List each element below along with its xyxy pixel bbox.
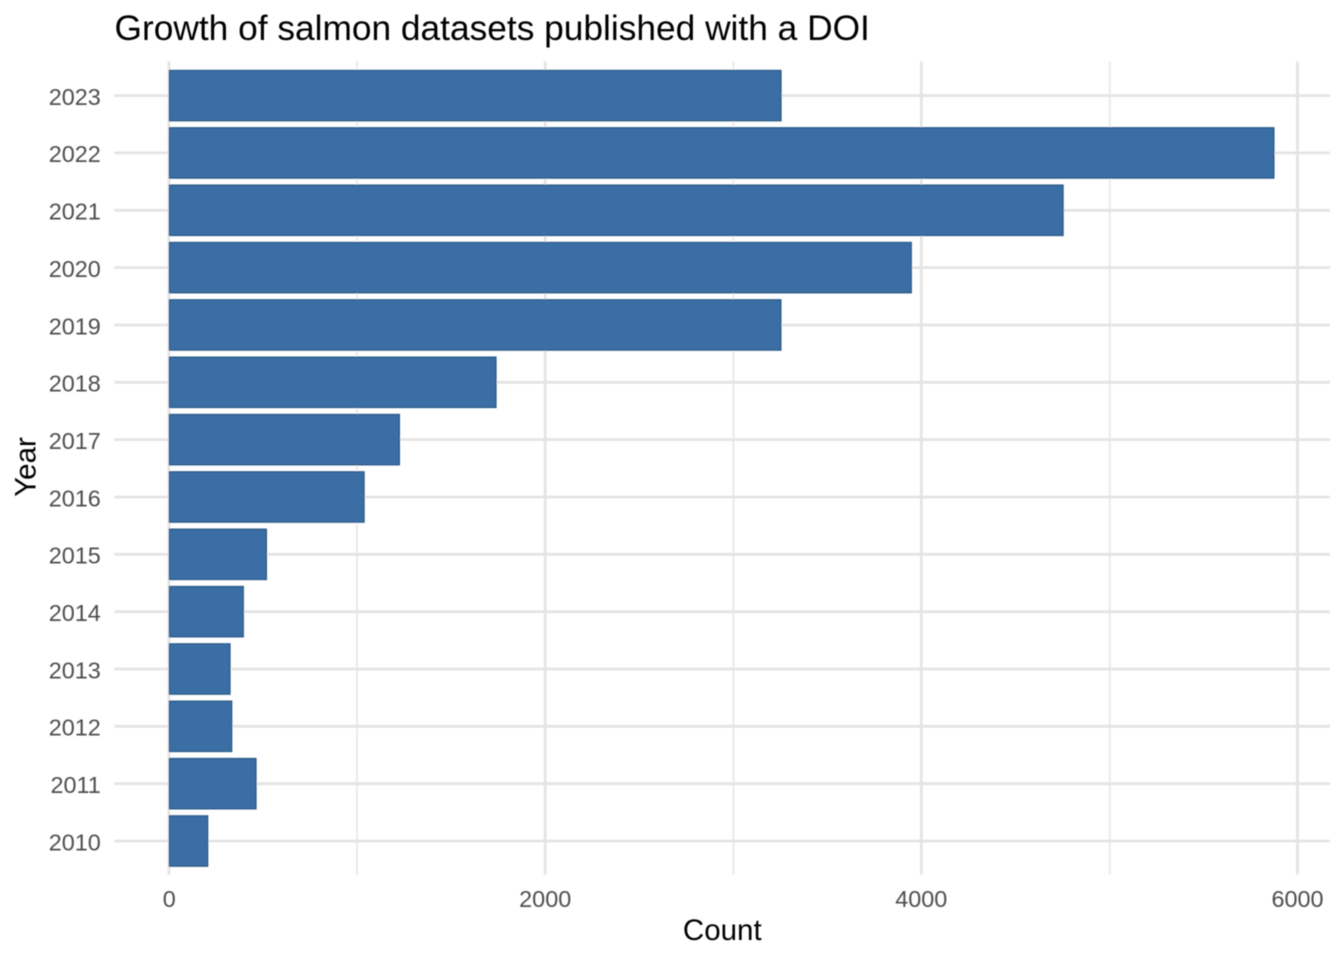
svg-text:2012: 2012 bbox=[49, 715, 101, 741]
svg-text:Year: Year bbox=[10, 437, 43, 497]
svg-text:2013: 2013 bbox=[49, 657, 101, 683]
svg-text:2018: 2018 bbox=[49, 371, 101, 397]
svg-text:2020: 2020 bbox=[49, 256, 101, 282]
svg-text:2010: 2010 bbox=[49, 829, 101, 855]
svg-text:2021: 2021 bbox=[49, 199, 101, 225]
svg-text:2011: 2011 bbox=[50, 772, 100, 798]
svg-text:2016: 2016 bbox=[49, 485, 101, 511]
svg-text:2017: 2017 bbox=[49, 428, 101, 454]
svg-text:0: 0 bbox=[163, 886, 176, 912]
svg-text:6000: 6000 bbox=[1271, 886, 1323, 912]
svg-text:2015: 2015 bbox=[49, 543, 101, 569]
svg-text:2014: 2014 bbox=[49, 600, 101, 626]
svg-text:2000: 2000 bbox=[519, 886, 571, 912]
svg-text:2023: 2023 bbox=[49, 84, 101, 110]
svg-text:4000: 4000 bbox=[895, 886, 947, 912]
svg-text:Count: Count bbox=[683, 914, 762, 947]
svg-text:2022: 2022 bbox=[49, 141, 101, 167]
svg-text:Growth of salmon datasets publ: Growth of salmon datasets published with… bbox=[115, 9, 870, 48]
svg-text:2019: 2019 bbox=[49, 313, 101, 339]
